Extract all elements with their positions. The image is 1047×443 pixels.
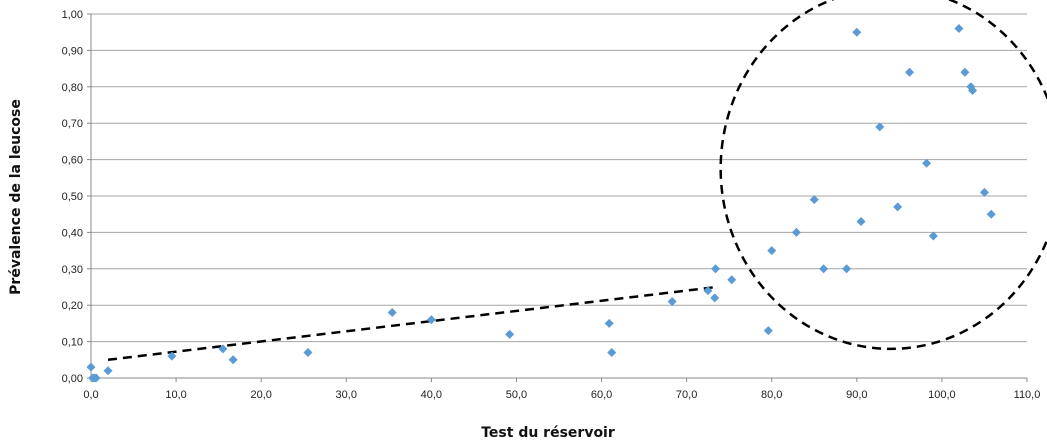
data-point xyxy=(604,318,614,328)
gridlines xyxy=(91,13,1027,343)
data-point xyxy=(875,122,885,132)
trend-dashed-line xyxy=(107,285,717,362)
data-point xyxy=(954,24,964,34)
data-point xyxy=(893,202,903,212)
data-point xyxy=(960,67,970,77)
y-tick-label: 0,20 xyxy=(62,300,83,312)
y-tick-label: 0,40 xyxy=(62,227,83,239)
data-point xyxy=(86,362,96,372)
data-point xyxy=(167,351,177,361)
data-point xyxy=(905,67,915,77)
x-tick-label: 110,0 xyxy=(1014,389,1041,401)
x-tick-label: 20,0 xyxy=(250,389,271,401)
y-tick-label: 1,00 xyxy=(62,9,83,21)
y-tick-label: 0,30 xyxy=(62,264,83,276)
y-tick-label: 0,10 xyxy=(62,337,83,349)
x-tick-label: 50,0 xyxy=(506,389,527,401)
x-tick-labels: 0,0 10,0 20,0 30,0 40,0 50,0 60,0 70,0 80,0 90,0 1… xyxy=(83,389,1040,401)
x-tick-label: 70,0 xyxy=(676,389,697,401)
data-point xyxy=(228,355,238,365)
y-tick-labels: 0,00 0,10 0,20 0,30 0,40 0,50 0,60 0,70 0,80 0,90… xyxy=(62,9,83,385)
x-tick-label: 80,0 xyxy=(761,389,782,401)
data-point xyxy=(711,264,721,274)
data-point xyxy=(968,85,978,95)
annotations xyxy=(107,0,1047,362)
data-point xyxy=(852,27,862,37)
data-point xyxy=(922,158,932,168)
data-point xyxy=(91,373,101,383)
y-tick-label: 0,80 xyxy=(62,82,83,94)
data-point xyxy=(791,227,801,237)
data-point xyxy=(103,366,113,376)
y-tick-label: 0,00 xyxy=(62,373,83,385)
axes xyxy=(87,13,1028,382)
y-tick-label: 0,90 xyxy=(62,45,83,57)
data-point xyxy=(426,315,436,325)
data-point xyxy=(703,286,713,296)
x-tick-label: 100,0 xyxy=(928,389,956,401)
data-point xyxy=(809,195,819,205)
data-point xyxy=(763,326,773,336)
data-point xyxy=(767,246,777,256)
x-tick-label: 40,0 xyxy=(421,389,442,401)
data-point xyxy=(607,348,617,358)
data-point xyxy=(842,264,852,274)
x-tick-label: 30,0 xyxy=(336,389,357,401)
x-tick-label: 60,0 xyxy=(591,389,612,401)
y-axis-title: Prévalence de la leucose xyxy=(8,99,24,295)
x-tick-label: 90,0 xyxy=(846,389,867,401)
x-axis-title: Test du réservoir xyxy=(481,425,615,441)
y-tick-label: 0,70 xyxy=(62,118,83,130)
data-point xyxy=(986,209,996,219)
data-point xyxy=(387,307,397,317)
data-point xyxy=(303,348,313,358)
data-point xyxy=(667,297,677,307)
data-point xyxy=(218,344,228,354)
data-point xyxy=(505,329,515,339)
data-point xyxy=(856,216,866,226)
x-tick-label: 10,0 xyxy=(165,389,186,401)
data-point xyxy=(819,264,829,274)
data-point xyxy=(928,231,938,241)
y-tick-label: 0,50 xyxy=(62,191,83,203)
y-tick-label: 0,60 xyxy=(62,155,83,167)
data-point xyxy=(727,275,737,285)
data-point xyxy=(979,187,989,197)
cluster-dashed-ellipse xyxy=(719,0,1047,351)
x-tick-label: 0,0 xyxy=(83,389,98,401)
data-point xyxy=(710,293,720,303)
data-points xyxy=(86,24,996,383)
